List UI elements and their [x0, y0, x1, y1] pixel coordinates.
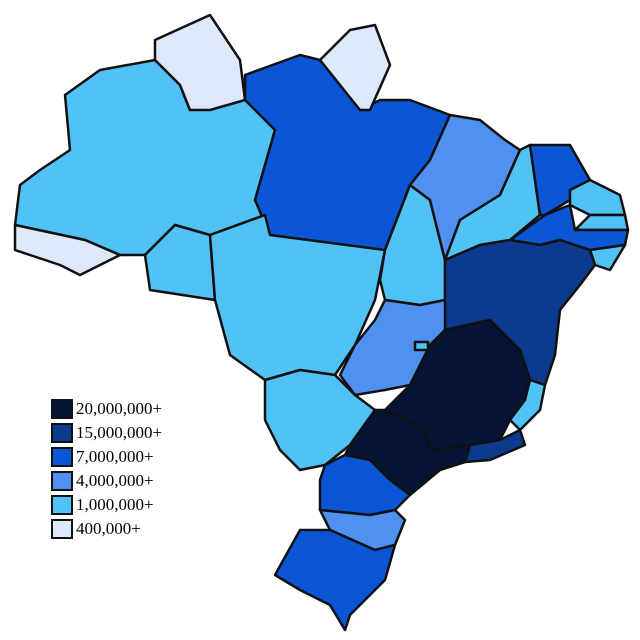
legend-swatch [51, 423, 73, 443]
legend-swatch [51, 399, 73, 419]
state [338, 298, 447, 397]
state [318, 453, 412, 517]
legend-label: 20,000,000+ [76, 399, 162, 418]
states [13, 13, 630, 632]
state [273, 528, 397, 632]
legend-swatch [51, 519, 73, 539]
state [573, 213, 630, 232]
legend-swatch [51, 447, 73, 467]
state [413, 340, 430, 352]
legend-swatch [51, 495, 73, 515]
state [13, 223, 122, 277]
legend: 20,000,000+ 15,000,000+ 7,000,000+ 4,000,00… [51, 399, 162, 539]
state [318, 23, 392, 112]
legend-label: 7,000,000+ [76, 447, 154, 466]
state [208, 213, 387, 382]
legend-label: 400,000+ [76, 519, 141, 538]
state [153, 13, 247, 112]
legend-label: 1,000,000+ [76, 495, 154, 514]
state [568, 178, 627, 217]
legend-label: 4,000,000+ [76, 471, 154, 490]
legend-swatch [51, 471, 73, 491]
legend-label: 15,000,000+ [76, 423, 162, 442]
